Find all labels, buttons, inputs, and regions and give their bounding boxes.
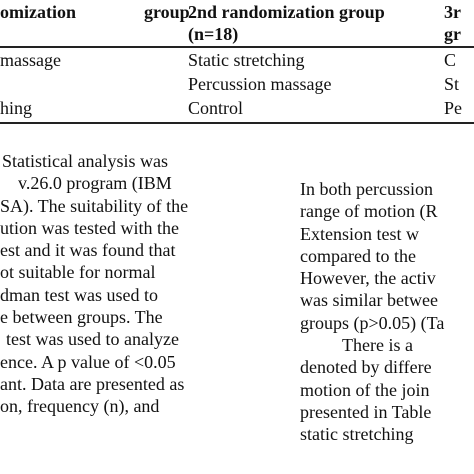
left-line-4: ution was tested with the [0, 217, 179, 238]
left-text-column: Statistical analysis was v.26.0 program … [0, 150, 232, 418]
left-line-11: ant. Data are presented as [0, 373, 185, 394]
table-cell-r3-c1: hing [0, 98, 33, 118]
right-line-7: groups (p>0.05) (Ta [300, 312, 445, 333]
table-cell-r3-c2: Control [188, 98, 244, 118]
table-header-col1-line1: omization [0, 2, 76, 22]
left-line-1: Statistical analysis was [2, 151, 168, 171]
table-cell-r3-c3: Pe [444, 98, 462, 118]
right-line-9: denoted by differe [300, 357, 432, 378]
right-line-11: presented in Table [300, 401, 432, 422]
table-header-col1-line2: group [144, 2, 190, 22]
table-cell-r1-c1: massage [0, 50, 61, 70]
right-line-1: In both percussion [300, 179, 433, 199]
left-line-9: test was used to analyze [6, 329, 179, 350]
right-line-5: However, the activ [300, 268, 436, 289]
left-line-10: ence. A p value of <0.05 [0, 351, 176, 372]
table-header-rule [0, 46, 474, 48]
right-line-12: static stretching [300, 424, 414, 445]
table-cell-r1-c3: C [444, 50, 457, 70]
right-line-10: motion of the join [300, 379, 430, 400]
left-line-8: e between groups. The [0, 307, 163, 328]
table-header-col3-line2: gr [444, 24, 461, 44]
table-bottom-rule [0, 122, 474, 124]
left-line-3: SA). The suitability of the [0, 195, 189, 216]
table-cell-r2-c3: St [444, 74, 460, 94]
right-text-column: In both percussion range of motion (R Ex… [300, 178, 474, 446]
left-line-5: est and it was found that [0, 240, 176, 261]
table-cell-r2-c2: Percussion massage [188, 74, 332, 94]
left-line-2: v.26.0 program (IBM [18, 173, 172, 194]
table-cell-r1-c2: Static stretching [188, 50, 305, 70]
table-header-col2-line2: (n=18) [188, 24, 239, 44]
left-line-12: on, frequency (n), and [0, 396, 160, 417]
right-line-6: was similar betwee [300, 290, 438, 311]
right-line-2: range of motion (R [300, 201, 438, 222]
right-line-4: compared to the [300, 245, 416, 266]
left-line-7: dman test was used to [0, 284, 158, 305]
table-header-col3-line1: 3r [444, 2, 461, 22]
table-header-col2-line1: 2nd randomization group [188, 2, 385, 22]
left-line-6: ot suitable for normal [0, 262, 156, 283]
right-line-8: There is a [342, 335, 413, 356]
right-line-3: Extension test w [300, 223, 419, 244]
